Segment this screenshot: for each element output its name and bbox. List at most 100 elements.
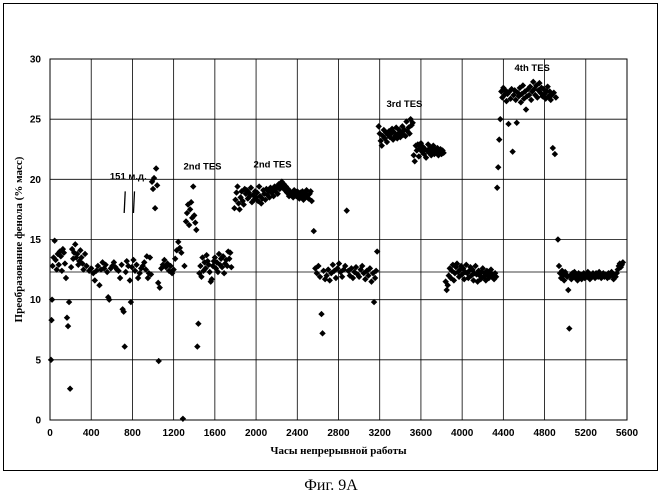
data-point (496, 136, 502, 142)
y-tick-label: 5 (35, 355, 41, 366)
data-point (64, 315, 70, 321)
data-point (153, 165, 159, 171)
data-point (509, 148, 515, 154)
data-point (495, 164, 501, 170)
data-point (497, 116, 503, 122)
annotation-label: 4th TES (515, 63, 550, 74)
data-point (51, 238, 57, 244)
annotation-layer: 151 м.д. 2nd TES 2nd TES 3rd TES 4th TES (110, 63, 550, 182)
data-point (67, 386, 73, 392)
data-point (236, 206, 242, 212)
scatter-chart: 151 м.д. 2nd TES 2nd TES 3rd TES 4th TES 0 40… (0, 0, 662, 472)
data-point (122, 343, 128, 349)
data-point (117, 275, 123, 281)
data-point (48, 317, 54, 323)
x-tick-label: 1200 (163, 428, 186, 439)
data-point (180, 416, 186, 422)
x-tick-label: 5200 (575, 428, 598, 439)
y-tick-label: 10 (30, 295, 42, 306)
data-point (231, 205, 237, 211)
y-tick-label: 15 (30, 235, 42, 246)
marker-layer (124, 191, 134, 213)
x-tick-label: 2000 (245, 428, 268, 439)
data-point (234, 183, 240, 189)
x-tick-label: 4400 (492, 428, 515, 439)
y-tick-label: 30 (30, 55, 42, 66)
annotation-label: 151 м.д. (110, 171, 147, 182)
data-point (59, 268, 65, 274)
data-point (192, 219, 198, 225)
data-point (555, 236, 561, 242)
data-point (221, 270, 227, 276)
data-point (233, 189, 239, 195)
figure-caption: Фиг. 9A (0, 477, 662, 495)
data-point (156, 358, 162, 364)
data-point (181, 263, 187, 269)
data-point (330, 262, 336, 268)
x-tick-label: 800 (124, 428, 141, 439)
data-point (566, 325, 572, 331)
x-tick-label: 3600 (410, 428, 433, 439)
data-point (190, 183, 196, 189)
marker-line (124, 191, 125, 213)
data-point (556, 263, 562, 269)
data-point (72, 241, 78, 247)
data-point (550, 145, 556, 151)
data-point (194, 343, 200, 349)
data-point (339, 274, 345, 280)
data-point (152, 205, 158, 211)
data-point (375, 123, 381, 129)
tick-label-layer: 0400800120016002000240028003200360040004… (30, 55, 639, 440)
data-point (412, 158, 418, 164)
x-tick-label: 400 (83, 428, 100, 439)
x-tick-label: 4000 (451, 428, 474, 439)
data-point (130, 257, 136, 263)
data-point (96, 282, 102, 288)
annotation-label: 3rd TES (386, 99, 422, 110)
data-point (318, 311, 324, 317)
x-tick-label: 2400 (286, 428, 309, 439)
x-tick-label: 0 (47, 428, 53, 439)
data-point (336, 260, 342, 266)
annotation-label: 2nd TES (183, 162, 221, 173)
data-point (150, 186, 156, 192)
data-point (523, 106, 529, 112)
data-point (319, 330, 325, 336)
data-point (327, 277, 333, 283)
data-point (118, 262, 124, 268)
x-tick-label: 4800 (533, 428, 556, 439)
data-point (155, 280, 161, 286)
data-point (193, 227, 199, 233)
data-point (48, 357, 54, 363)
data-point (63, 275, 69, 281)
data-point (124, 258, 130, 264)
x-tick-label: 1600 (204, 428, 227, 439)
annotation-label: 2nd TES (254, 159, 292, 170)
data-point (344, 207, 350, 213)
x-tick-label: 2800 (327, 428, 350, 439)
data-point (65, 323, 71, 329)
data-point (195, 321, 201, 327)
grid-layer (50, 59, 627, 420)
data-point (123, 269, 129, 275)
data-point (135, 275, 141, 281)
data-point (92, 277, 98, 283)
data-point (157, 284, 163, 290)
x-tick-label: 5600 (616, 428, 639, 439)
data-point (68, 264, 74, 270)
data-point (62, 260, 68, 266)
data-point (552, 151, 558, 157)
marker-line (133, 191, 134, 213)
data-point (565, 287, 571, 293)
data-point (494, 185, 500, 191)
data-point (320, 268, 326, 274)
data-point (207, 269, 213, 275)
data-point (443, 287, 449, 293)
y-tick-label: 25 (30, 115, 42, 126)
y-tick-label: 20 (30, 175, 42, 186)
data-point (172, 256, 178, 262)
data-point (411, 152, 417, 158)
data-points-layer (48, 79, 626, 422)
y-axis-label: Преобразование фенола (% масс) (13, 156, 25, 322)
data-point (154, 182, 160, 188)
